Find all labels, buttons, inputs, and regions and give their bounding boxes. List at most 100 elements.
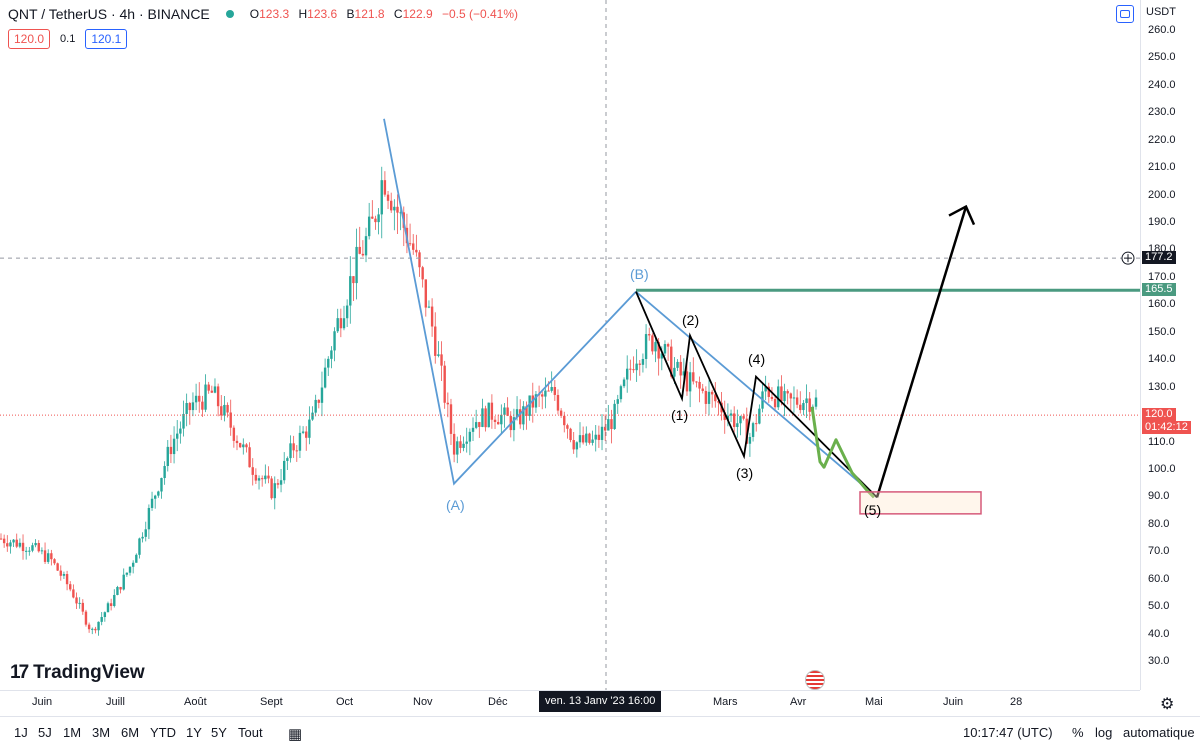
- candle-body: [270, 478, 273, 499]
- timeframe-button[interactable]: YTD: [150, 725, 176, 740]
- candle-body: [481, 408, 484, 427]
- candle-body: [424, 279, 428, 308]
- candle-body: [446, 402, 450, 405]
- candle-body: [229, 412, 232, 428]
- candle-body: [103, 612, 107, 618]
- wave-label-w1: (1): [671, 407, 689, 423]
- percent-toggle[interactable]: %: [1072, 725, 1084, 740]
- sell-button[interactable]: 120.0: [8, 29, 51, 49]
- price-tick: 60.0: [1148, 572, 1170, 585]
- candle-body: [169, 446, 173, 455]
- candle-body: [194, 395, 198, 403]
- tradingview-logo[interactable]: 17 TradingView: [10, 662, 145, 684]
- wave-label-w3: (3): [736, 465, 754, 481]
- time-tick: Juin: [943, 696, 964, 708]
- time-axis[interactable]: [0, 690, 1140, 715]
- candle-body: [298, 432, 302, 451]
- buy-button[interactable]: 120.1: [85, 29, 128, 49]
- candle-body: [109, 603, 113, 606]
- candle-body: [305, 431, 308, 438]
- wave-label-w5: (5): [864, 502, 882, 518]
- candle-body: [75, 597, 78, 604]
- candle-body: [106, 603, 110, 613]
- tradingview-mark-icon: 17: [10, 662, 29, 683]
- candle-body: [717, 401, 720, 403]
- candle-body: [440, 354, 443, 366]
- candle-body: [556, 394, 560, 411]
- candle-body: [377, 214, 380, 223]
- price-tick: 260.0: [1148, 24, 1176, 36]
- low-value: 121.8: [354, 7, 385, 21]
- time-tick: Août: [184, 696, 207, 708]
- candle-body: [333, 331, 336, 351]
- timeframe-button[interactable]: 3M: [92, 725, 111, 740]
- candle-body: [172, 438, 176, 455]
- candle-body: [430, 306, 434, 327]
- market-status-dot: [225, 10, 234, 18]
- candle-body: [783, 391, 786, 402]
- candle-body: [163, 465, 166, 479]
- candle-body: [323, 367, 327, 388]
- gear-icon[interactable]: ⚙: [1160, 696, 1175, 713]
- candle-body: [770, 396, 774, 399]
- candle-body: [216, 386, 220, 407]
- time-tick: Mai: [865, 696, 883, 708]
- chart-settings-icon[interactable]: [1116, 5, 1134, 23]
- timeframe-button[interactable]: 1J: [14, 725, 28, 740]
- timeframe-button[interactable]: 5Y: [211, 725, 227, 740]
- candle-body: [408, 243, 412, 245]
- candle-body: [654, 342, 657, 352]
- low-label: B: [346, 7, 355, 21]
- impulse-wave-line: [635, 291, 878, 499]
- candle-body: [97, 621, 100, 631]
- candle-body: [185, 403, 188, 414]
- bar-countdown-label: 01:42:12: [1142, 421, 1191, 435]
- expected-path-line: [810, 406, 876, 499]
- auto-toggle[interactable]: automatique: [1123, 725, 1195, 740]
- symbol-title[interactable]: QNT / TetherUS · 4h · BINANCE: [8, 6, 210, 22]
- candle-body: [119, 587, 122, 590]
- candle-body: [28, 550, 31, 552]
- candle-body: [150, 498, 154, 508]
- candle-body: [723, 412, 726, 420]
- bottom-toolbar: 1J 5J 1M 3M 6M YTD 1Y 5Y Tout ▦ 10:17:47 (UTC) %…: [0, 716, 1200, 751]
- timeframe-button[interactable]: 6M: [121, 725, 140, 740]
- clock[interactable]: 10:17:47 (UTC): [963, 725, 1053, 740]
- timeframe-button[interactable]: 5J: [38, 725, 52, 740]
- candle-body: [308, 419, 311, 438]
- logo-text: TradingView: [33, 662, 145, 683]
- candle-body: [610, 419, 613, 430]
- price-tick: 50.0: [1148, 600, 1170, 613]
- candle-body: [676, 361, 679, 368]
- candle-body: [257, 478, 261, 481]
- candle-body: [327, 358, 330, 368]
- price-tick: 170.0: [1148, 270, 1176, 283]
- candle-body: [352, 276, 355, 284]
- time-tick: 28: [1010, 696, 1023, 708]
- candle-body: [748, 436, 752, 444]
- currency-selector[interactable]: USDT: [1146, 6, 1176, 18]
- candle-body: [629, 368, 632, 370]
- timeframe-button[interactable]: 1Y: [186, 725, 202, 740]
- candle-body: [566, 425, 569, 429]
- timeframe-button[interactable]: 1M: [63, 725, 82, 740]
- candle-body: [541, 394, 544, 397]
- open-label: O: [249, 7, 260, 21]
- candle-body: [292, 443, 295, 451]
- candle-body: [238, 443, 242, 448]
- date-range-icon[interactable]: ▦: [288, 726, 303, 743]
- candle-body: [528, 395, 531, 416]
- log-toggle[interactable]: log: [1095, 725, 1113, 740]
- candle-body: [383, 180, 387, 195]
- candle-body: [251, 467, 254, 475]
- us-flag-icon[interactable]: [805, 670, 825, 690]
- candle-body: [364, 236, 368, 256]
- candle-body: [415, 249, 418, 253]
- candle-body: [726, 415, 730, 420]
- candle-body: [220, 406, 223, 416]
- timeframe-button[interactable]: Tout: [238, 725, 263, 740]
- price-axis[interactable]: [1140, 0, 1200, 690]
- price-tick: 90.0: [1148, 490, 1170, 503]
- candle-body: [34, 542, 37, 546]
